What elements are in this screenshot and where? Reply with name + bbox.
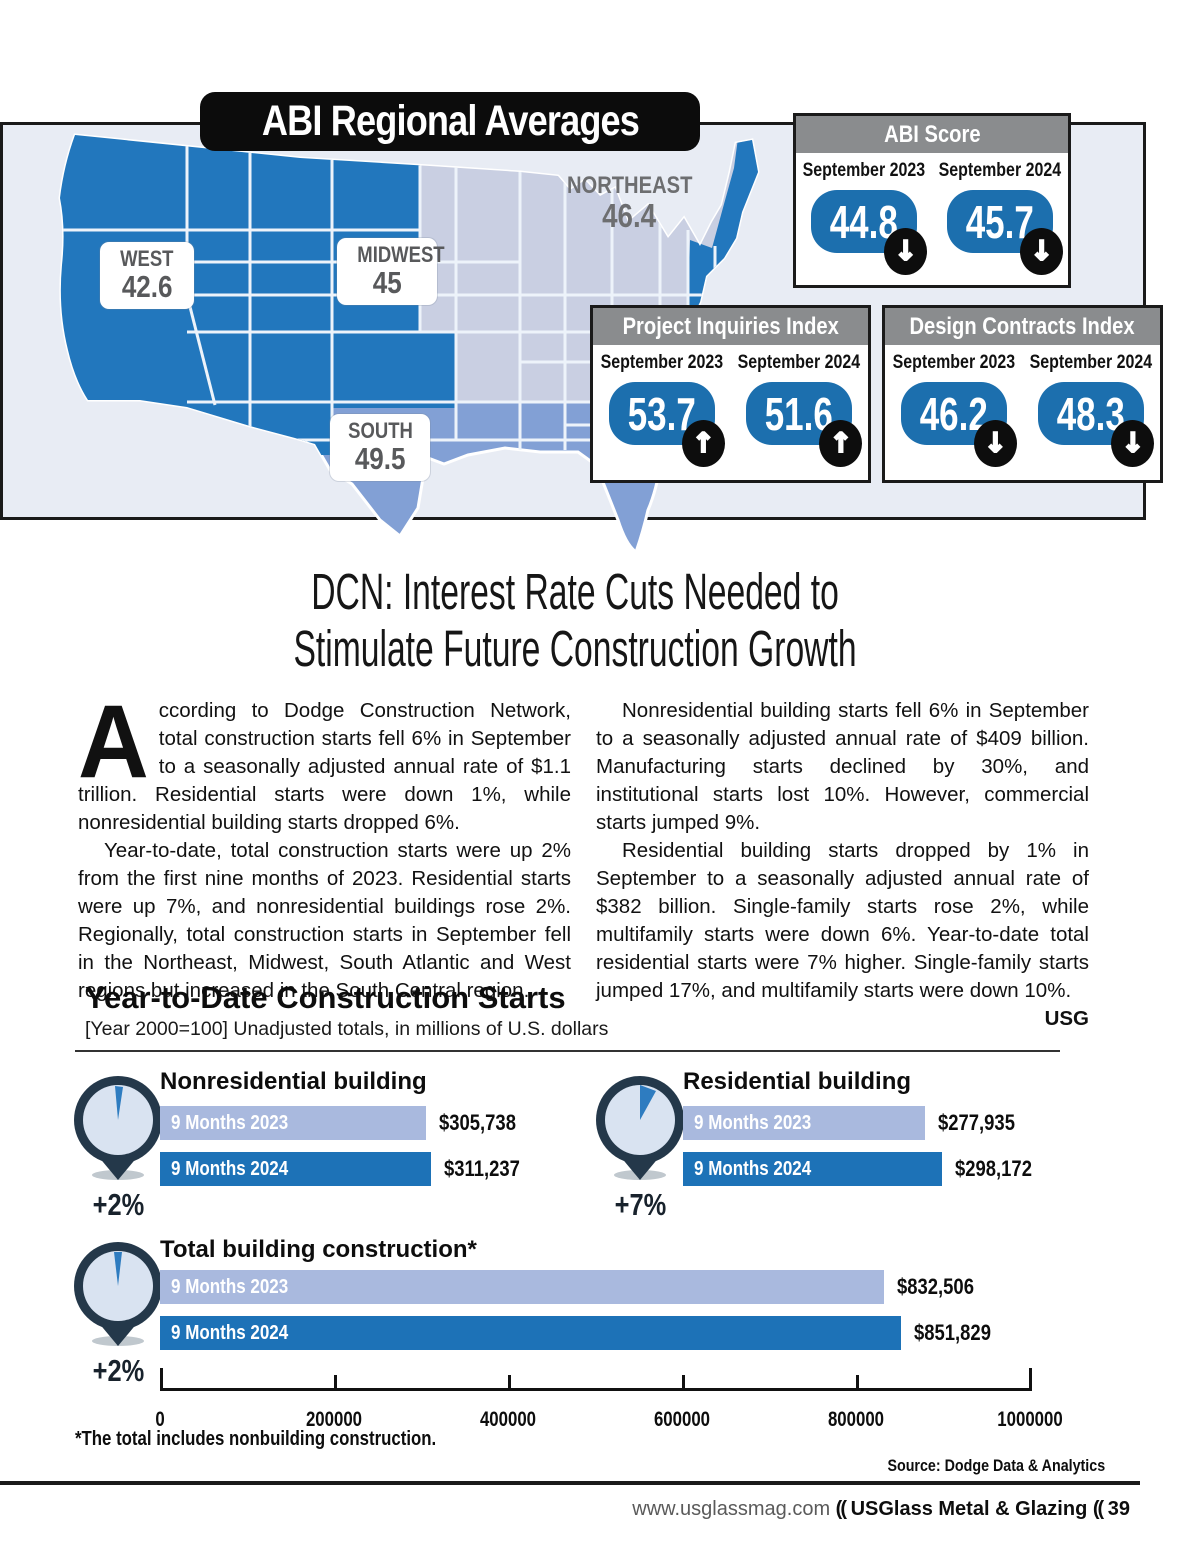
bar-nonres-2024: 9 Months 2024 bbox=[160, 1152, 431, 1186]
gauge-icon bbox=[74, 1242, 162, 1346]
gauge-icon bbox=[74, 1076, 162, 1180]
axis-tick-label: 200000 bbox=[305, 1408, 363, 1431]
x-axis bbox=[160, 1368, 1032, 1391]
separator-glyph: (( bbox=[1092, 1498, 1104, 1520]
chart-footnote: *The total includes nonbuilding construc… bbox=[75, 1428, 437, 1450]
score-pill: 46.2 ↓ bbox=[900, 382, 1017, 467]
article-headline: DCN: Interest Rate Cuts Needed to Stimul… bbox=[293, 563, 857, 677]
map-label-west: WEST 42.6 bbox=[100, 242, 194, 309]
score-pill: 45.7 ↓ bbox=[947, 190, 1063, 275]
axis-tick-label: 1000000 bbox=[997, 1408, 1063, 1431]
abi-score-box: ABI Score September 2023 44.8 ↓ Septembe… bbox=[793, 113, 1071, 288]
drop-cap: A bbox=[78, 682, 149, 800]
down-arrow-icon: ↓ bbox=[1111, 420, 1155, 467]
score-pill: 48.3 ↓ bbox=[1038, 382, 1155, 467]
map-title-banner: ABI Regional Averages bbox=[200, 92, 700, 151]
bar-total-2024: 9 Months 2024 bbox=[160, 1316, 901, 1350]
score-pill: 51.6 ↑ bbox=[746, 382, 863, 467]
group-title-nonresidential: Nonresidential building bbox=[160, 1068, 427, 1095]
group-title-residential: Residential building bbox=[683, 1068, 912, 1095]
map-label-midwest: MIDWEST 45 bbox=[337, 238, 445, 305]
down-arrow-icon: ↓ bbox=[1020, 228, 1063, 275]
score-pill: 53.7 ↑ bbox=[608, 382, 725, 467]
article-column-right: Nonresidential building starts fell 6% i… bbox=[596, 697, 1089, 1033]
design-contracts-box: Design Contracts Index September 2023 46… bbox=[882, 305, 1163, 483]
separator-glyph: (( bbox=[835, 1498, 847, 1520]
end-mark: USG bbox=[1044, 1007, 1089, 1030]
project-inquiries-header: Project Inquiries Index bbox=[593, 308, 868, 345]
up-arrow-icon: ↑ bbox=[819, 420, 863, 467]
bar-res-2024: 9 Months 2024 bbox=[683, 1152, 942, 1186]
abi-score-header: ABI Score bbox=[796, 116, 1068, 153]
down-arrow-icon: ↓ bbox=[884, 228, 927, 275]
axis-tick-label: 800000 bbox=[827, 1408, 885, 1431]
group-title-total: Total building construction* bbox=[160, 1236, 477, 1263]
page-number: 39 bbox=[1107, 1498, 1130, 1520]
magazine-url[interactable]: www.usglassmag.com bbox=[632, 1498, 831, 1520]
bar-res-2023: 9 Months 2023 bbox=[683, 1106, 925, 1140]
bar-total-2023: 9 Months 2023 bbox=[160, 1270, 884, 1304]
axis-tick-label: 600000 bbox=[653, 1408, 711, 1431]
gauge-residential: +7% bbox=[590, 1072, 690, 1223]
score-pill: 44.8 ↓ bbox=[811, 190, 927, 275]
down-arrow-icon: ↓ bbox=[973, 420, 1017, 467]
design-contracts-header: Design Contracts Index bbox=[885, 308, 1160, 345]
bar-nonres-2023: 9 Months 2023 bbox=[160, 1106, 426, 1140]
gauge-total: +2% bbox=[68, 1238, 168, 1389]
page-footer: www.usglassmag.com (( USGlass Metal & Gl… bbox=[632, 1498, 1130, 1521]
project-inquiries-box: Project Inquiries Index September 2023 5… bbox=[590, 305, 871, 483]
chart-source: Source: Dodge Data & Analytics bbox=[887, 1456, 1105, 1475]
axis-tick-label: 0 bbox=[155, 1408, 165, 1431]
chart-subtitle: [Year 2000=100] Unadjusted totals, in mi… bbox=[85, 1018, 609, 1040]
axis-tick-label: 400000 bbox=[479, 1408, 537, 1431]
map-label-south: SOUTH 49.5 bbox=[330, 414, 430, 481]
gauge-nonresidential: +2% bbox=[68, 1072, 168, 1223]
magazine-name: USGlass Metal & Glazing bbox=[850, 1498, 1088, 1520]
divider bbox=[75, 1050, 1060, 1052]
gauge-icon bbox=[596, 1076, 684, 1180]
map-label-northeast: NORTHEAST 46.4 bbox=[566, 172, 693, 234]
divider bbox=[0, 1481, 1140, 1485]
chart-title: Year-to-Date Construction Starts bbox=[85, 980, 566, 1015]
map-title: ABI Regional Averages bbox=[261, 97, 639, 145]
up-arrow-icon: ↑ bbox=[681, 420, 725, 467]
